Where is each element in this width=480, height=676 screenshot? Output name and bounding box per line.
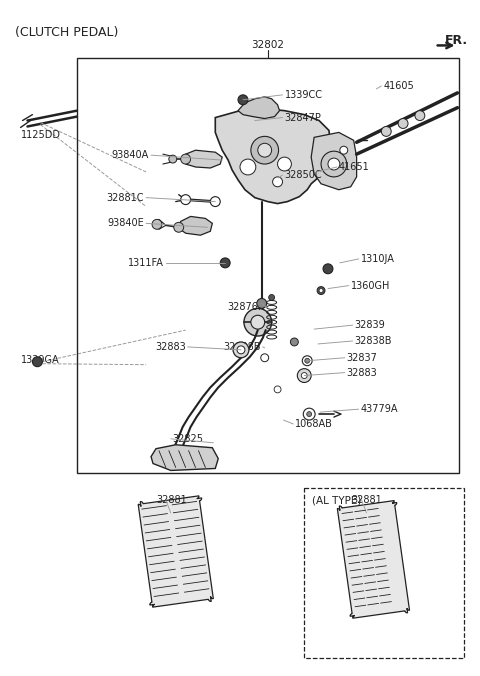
Text: 32839: 32839 xyxy=(355,320,385,330)
Circle shape xyxy=(257,299,267,308)
Circle shape xyxy=(398,118,408,128)
Polygon shape xyxy=(337,501,409,619)
Text: 1339CC: 1339CC xyxy=(285,90,323,100)
Text: 1125DD: 1125DD xyxy=(21,130,60,141)
Circle shape xyxy=(381,126,391,137)
Text: 1339GA: 1339GA xyxy=(21,355,59,365)
Text: 93840E: 93840E xyxy=(108,218,144,228)
Circle shape xyxy=(180,154,191,164)
Circle shape xyxy=(237,346,245,354)
Polygon shape xyxy=(151,445,218,470)
Text: 32837: 32837 xyxy=(347,353,378,363)
Text: FR.: FR. xyxy=(444,34,468,47)
Polygon shape xyxy=(238,97,279,118)
Text: 32838B: 32838B xyxy=(355,336,392,346)
Circle shape xyxy=(180,195,191,205)
Polygon shape xyxy=(216,109,331,203)
Circle shape xyxy=(303,408,315,420)
Text: 32847P: 32847P xyxy=(285,113,321,122)
Text: 32802: 32802 xyxy=(251,41,284,51)
Circle shape xyxy=(317,287,325,295)
Circle shape xyxy=(415,111,425,120)
Text: (AL TYPE): (AL TYPE) xyxy=(312,495,361,505)
Text: 32838B: 32838B xyxy=(223,342,261,352)
Text: 32883: 32883 xyxy=(155,342,186,352)
Text: 32883: 32883 xyxy=(347,368,377,378)
Circle shape xyxy=(269,295,275,300)
Text: 1311FA: 1311FA xyxy=(128,258,164,268)
Circle shape xyxy=(301,372,307,379)
Circle shape xyxy=(340,146,348,154)
Polygon shape xyxy=(179,216,212,235)
Bar xyxy=(77,58,459,473)
Polygon shape xyxy=(138,496,213,607)
Text: 32881C: 32881C xyxy=(107,193,144,203)
Circle shape xyxy=(328,158,340,170)
Circle shape xyxy=(321,151,347,177)
Text: 32825: 32825 xyxy=(173,434,204,444)
Text: 32876R: 32876R xyxy=(227,302,264,312)
Circle shape xyxy=(297,368,311,383)
Circle shape xyxy=(244,308,272,336)
Text: 93840A: 93840A xyxy=(112,150,149,160)
Circle shape xyxy=(274,386,281,393)
Circle shape xyxy=(33,357,42,366)
Circle shape xyxy=(273,177,283,187)
Circle shape xyxy=(302,356,312,366)
Text: 1068AB: 1068AB xyxy=(295,419,333,429)
Text: 1360GH: 1360GH xyxy=(351,281,390,291)
Circle shape xyxy=(277,157,291,171)
Circle shape xyxy=(307,412,312,416)
Circle shape xyxy=(240,159,256,175)
Circle shape xyxy=(174,222,184,233)
Circle shape xyxy=(261,354,269,362)
Circle shape xyxy=(319,289,323,293)
Text: 41651: 41651 xyxy=(339,162,370,172)
Text: 41605: 41605 xyxy=(384,81,414,91)
Circle shape xyxy=(323,264,333,274)
Text: (CLUTCH PEDAL): (CLUTCH PEDAL) xyxy=(14,26,118,39)
Circle shape xyxy=(251,137,278,164)
Circle shape xyxy=(290,338,298,346)
Circle shape xyxy=(238,95,248,105)
Circle shape xyxy=(251,315,264,329)
Circle shape xyxy=(152,220,162,229)
Polygon shape xyxy=(186,150,222,168)
Text: 32881: 32881 xyxy=(352,495,383,505)
Circle shape xyxy=(169,155,177,163)
Polygon shape xyxy=(311,132,357,190)
Circle shape xyxy=(233,342,249,358)
Circle shape xyxy=(210,197,220,207)
Text: 32881: 32881 xyxy=(156,495,187,505)
Text: 32850C: 32850C xyxy=(285,170,322,180)
Text: 43779A: 43779A xyxy=(360,404,398,414)
Circle shape xyxy=(305,358,310,363)
Text: 1310JA: 1310JA xyxy=(360,254,395,264)
Circle shape xyxy=(258,143,272,157)
Bar xyxy=(304,488,464,658)
Circle shape xyxy=(220,258,230,268)
